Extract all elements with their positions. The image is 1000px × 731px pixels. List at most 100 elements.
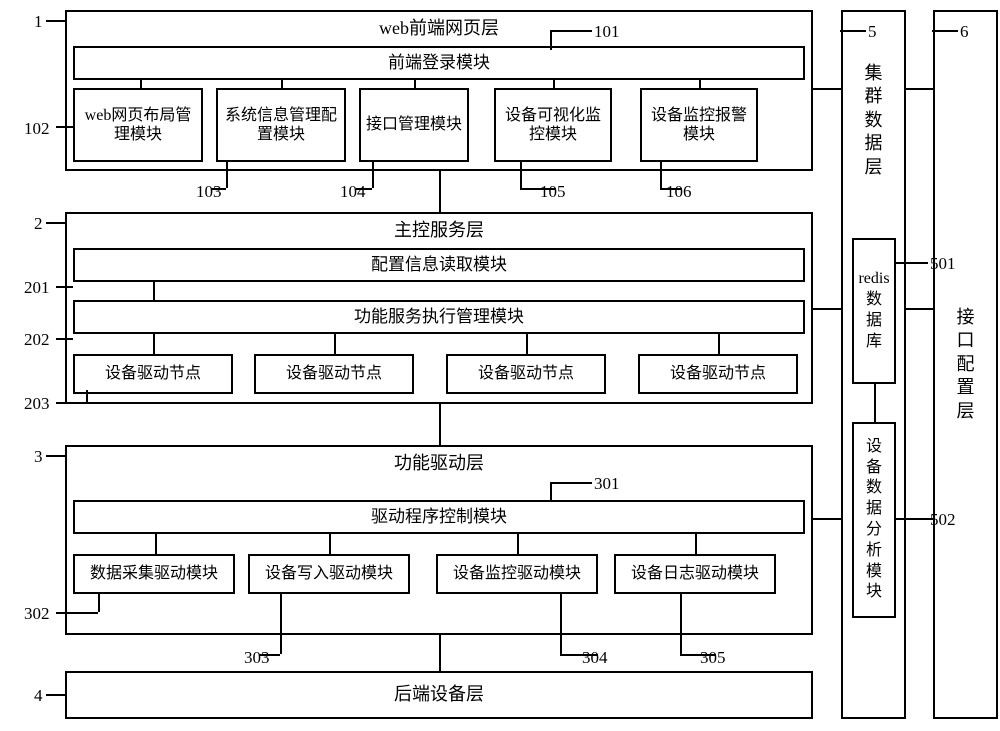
layer-6: 接口配置层 [933, 10, 998, 719]
connector-h [906, 88, 933, 90]
callout-label-l501: 501 [930, 254, 956, 274]
callout-label-l103: 103 [196, 182, 222, 202]
layer-4-title: 后端设备层 [394, 684, 484, 706]
connector-v [439, 404, 441, 445]
callout-label-l4: 4 [34, 686, 43, 706]
box-203-4: 设备驱动节点 [638, 354, 798, 394]
box-202-text: 功能服务执行管理模块 [354, 307, 524, 327]
connector-h [660, 188, 682, 190]
layer-5-title: 集群数据层 [865, 62, 883, 179]
box-104-text: 接口管理模块 [366, 115, 462, 134]
connector-v [155, 534, 157, 554]
connector-h [56, 286, 73, 288]
connector-h [56, 402, 86, 404]
connector-v [226, 162, 228, 188]
connector-v [695, 534, 697, 554]
box-203-2-text: 设备驱动节点 [286, 364, 382, 383]
connector-h [56, 126, 73, 128]
connector-v [520, 162, 522, 188]
callout-label-l303: 303 [244, 648, 270, 668]
connector-h [550, 30, 592, 32]
callout-label-l105: 105 [540, 182, 566, 202]
connector-v [874, 384, 876, 422]
callout-label-l106: 106 [666, 182, 692, 202]
box-202: 功能服务执行管理模块 [73, 300, 805, 334]
connector-v [660, 162, 662, 188]
connector-h [46, 20, 65, 22]
box-303: 设备写入驱动模块 [248, 554, 410, 594]
connector-v [718, 334, 720, 354]
box-302-text: 数据采集驱动模块 [90, 564, 218, 583]
connector-h [896, 518, 928, 520]
layer-4: 后端设备层 [65, 671, 813, 719]
callout-label-l201: 201 [24, 278, 50, 298]
connector-h [212, 188, 226, 190]
connector-v [98, 594, 100, 612]
box-501: redis数据库 [852, 238, 896, 384]
box-305: 设备日志驱动模块 [614, 554, 776, 594]
box-302: 数据采集驱动模块 [73, 554, 235, 594]
box-102-text: web网页布局管理模块 [79, 106, 197, 144]
box-304: 设备监控驱动模块 [436, 554, 598, 594]
box-501-text: redis数据库 [858, 269, 889, 352]
callout-label-l305: 305 [700, 648, 726, 668]
connector-v [680, 594, 682, 654]
box-103: 系统信息管理配置模块 [216, 88, 346, 162]
connector-v [526, 334, 528, 354]
connector-v [329, 534, 331, 554]
box-301-text: 驱动程序控制模块 [371, 507, 507, 527]
box-101: 前端登录模块 [73, 46, 805, 80]
box-103-text: 系统信息管理配置模块 [222, 106, 340, 144]
callout-label-l104: 104 [340, 182, 366, 202]
connector-v [560, 594, 562, 654]
box-102: web网页布局管理模块 [73, 88, 203, 162]
callout-label-l2: 2 [34, 214, 43, 234]
box-304-text: 设备监控驱动模块 [453, 564, 581, 583]
connector-h [56, 612, 98, 614]
callout-label-l502: 502 [930, 510, 956, 530]
layer-3-title: 功能驱动层 [67, 453, 811, 475]
box-105: 设备可视化监控模块 [494, 88, 612, 162]
box-106: 设备监控报警模块 [640, 88, 758, 162]
connector-h [46, 455, 65, 457]
layer-1-title: web前端网页层 [67, 18, 811, 40]
connector-v [414, 80, 416, 88]
callout-label-l302: 302 [24, 604, 50, 624]
callout-label-l304: 304 [582, 648, 608, 668]
box-203-3-text: 设备驱动节点 [478, 364, 574, 383]
connector-v [439, 635, 441, 671]
connector-h [260, 654, 280, 656]
callout-label-l5: 5 [868, 22, 877, 42]
callout-label-l202: 202 [24, 330, 50, 350]
connector-h [520, 188, 556, 190]
connector-v [439, 171, 441, 212]
callout-label-l301: 301 [594, 474, 620, 494]
box-203-1: 设备驱动节点 [73, 354, 233, 394]
callout-label-l3: 3 [34, 447, 43, 467]
box-105-text: 设备可视化监控模块 [500, 106, 606, 144]
box-502: 设备数据分析模块 [852, 422, 896, 618]
connector-h [356, 188, 372, 190]
connector-v [334, 334, 336, 354]
connector-h [56, 338, 73, 340]
connector-v [280, 594, 282, 654]
connector-v [281, 80, 283, 88]
connector-v [699, 80, 701, 88]
callout-label-l101: 101 [594, 22, 620, 42]
box-104: 接口管理模块 [359, 88, 469, 162]
connector-h [680, 654, 716, 656]
connector-v [517, 534, 519, 554]
box-305-text: 设备日志驱动模块 [631, 564, 759, 583]
layer-6-title: 接口配置层 [957, 306, 975, 423]
box-301: 驱动程序控制模块 [73, 500, 805, 534]
connector-h [813, 88, 841, 90]
callout-label-l102: 102 [24, 119, 50, 139]
layer-3: 功能驱动层 [65, 445, 813, 635]
connector-h [550, 482, 592, 484]
callout-label-l203: 203 [24, 394, 50, 414]
connector-v [550, 30, 552, 50]
connector-v [86, 390, 88, 402]
box-303-text: 设备写入驱动模块 [265, 564, 393, 583]
connector-h [46, 694, 65, 696]
connector-h [813, 308, 841, 310]
